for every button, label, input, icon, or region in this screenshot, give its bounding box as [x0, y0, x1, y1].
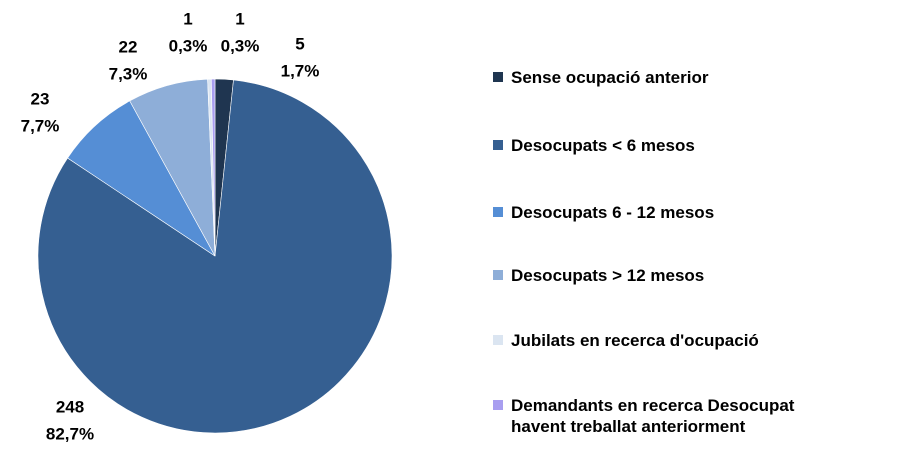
legend-label: Sense ocupació anterior: [511, 68, 709, 87]
percentage-label: 1,7%: [281, 61, 320, 80]
pie-slice: [37, 79, 393, 434]
legend-swatch: [493, 140, 503, 150]
percentage-label: 0,3%: [169, 36, 208, 55]
legend-item: Desocupats < 6 mesos: [493, 135, 893, 156]
legend-swatch: [493, 72, 503, 82]
legend-item: Jubilats en recerca d'ocupació: [493, 330, 893, 351]
data-label: 1: [235, 9, 244, 28]
data-label: 248: [56, 397, 84, 416]
legend-label: Desocupats 6 - 12 mesos: [511, 203, 715, 222]
legend-swatch: [493, 270, 503, 280]
legend-label: Jubilats en recerca d'ocupació: [511, 331, 759, 350]
legend-swatch: [493, 400, 503, 410]
legend-item: Demandants en recerca Desocupat havent t…: [493, 395, 893, 437]
data-label: 5: [295, 34, 304, 53]
data-label: 1: [183, 9, 192, 28]
legend-swatch: [493, 335, 503, 345]
percentage-label: 82,7%: [46, 424, 94, 443]
data-label: 23: [31, 89, 50, 108]
legend-item: Desocupats 6 - 12 mesos: [493, 202, 893, 223]
legend-label: Desocupats < 6 mesos: [511, 136, 695, 155]
pie-slice: [210, 78, 216, 257]
percentage-label: 0,3%: [221, 36, 260, 55]
data-label: 22: [119, 37, 138, 56]
legend-label: Demandants en recerca Desocupat havent t…: [511, 396, 795, 436]
legend-item: Sense ocupació anterior: [493, 67, 893, 88]
percentage-label: 7,7%: [21, 116, 60, 135]
legend-item: Desocupats > 12 mesos: [493, 265, 893, 286]
percentage-label: 7,3%: [109, 64, 148, 83]
legend-swatch: [493, 207, 503, 217]
legend-label: Desocupats > 12 mesos: [511, 266, 705, 285]
